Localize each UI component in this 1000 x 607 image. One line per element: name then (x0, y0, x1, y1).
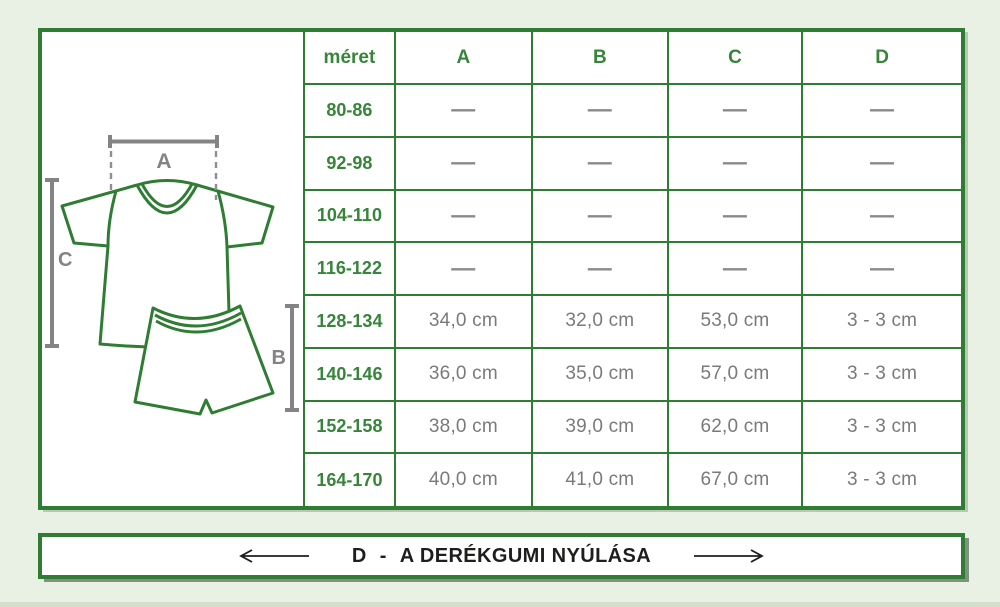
measure-b (285, 304, 299, 412)
size-row: 80-86— — — — (305, 83, 961, 138)
measurement-cell: 39,0 cm (530, 399, 669, 455)
size-row: 92-98— — — — (305, 135, 961, 191)
measurement-cell: 38,0 cm (393, 399, 533, 455)
size-row: 104-110— — — — (305, 188, 961, 244)
shorts-outline (133, 304, 275, 416)
col-header-d: D (801, 32, 961, 85)
empty-value-cell: — (530, 135, 669, 191)
shorts-drawing (133, 304, 275, 416)
empty-value-cell: — (666, 135, 804, 191)
shorts-waistband (154, 311, 242, 334)
empty-value-cell: — (393, 135, 533, 191)
empty-value-cell: — (801, 188, 961, 244)
garment-diagram-svg: A C B (45, 135, 299, 416)
size-label: 128-134 (305, 294, 396, 349)
garment-diagram: A C B (42, 32, 303, 506)
size-label: 152-158 (305, 399, 396, 455)
empty-value-cell: — (530, 241, 669, 296)
tshirt-collar (135, 183, 199, 215)
legend-separator: - (379, 544, 387, 567)
measurement-cell: 35,0 cm (530, 346, 669, 402)
empty-value-cell: — (666, 241, 804, 296)
measurement-cell: 41,0 cm (530, 452, 669, 506)
empty-value-cell: — (801, 83, 961, 138)
size-table-body: 80-86— — — —92-98— — — —104-110— — — —116-122— — — —… (305, 83, 961, 506)
legend-banner: D - A DERÉKGUMI NYÚLÁSA (38, 533, 965, 579)
measure-a-dashed-lines (109, 151, 218, 200)
measurement-cell: 3 - 3 cm (801, 346, 961, 402)
size-row: 164-170 40,0 cm 41,0 cm 67,0 cm 3 - 3 cm (305, 452, 961, 506)
measurement-cell: 3 - 3 cm (801, 452, 961, 506)
measurement-cell: 32,0 cm (530, 294, 669, 349)
tshirt-sleeve-seams (106, 190, 229, 248)
measurement-cell: 40,0 cm (393, 452, 533, 506)
empty-value-cell: — (530, 188, 669, 244)
measure-c-label: C (58, 249, 72, 271)
measure-a (108, 135, 219, 200)
col-header-c: C (666, 32, 804, 85)
empty-value-cell: — (666, 188, 804, 244)
size-chart-panel: A C B méret A B C (38, 28, 965, 510)
size-row: 116-122— — — — (305, 241, 961, 296)
size-label: 104-110 (305, 188, 396, 244)
legend-letter: D (351, 544, 367, 567)
col-header-a: A (393, 32, 533, 85)
measure-c-line (45, 178, 59, 348)
empty-value-cell: — (393, 83, 533, 138)
measurement-cell: 36,0 cm (393, 346, 533, 402)
measure-b-line (285, 304, 299, 412)
measurement-cell: 3 - 3 cm (801, 399, 961, 455)
empty-value-cell: — (666, 83, 804, 138)
image-bottom-edge (0, 602, 1000, 607)
measurement-cell: 34,0 cm (393, 294, 533, 349)
measurement-cell: 3 - 3 cm (801, 294, 961, 349)
empty-value-cell: — (530, 83, 669, 138)
empty-value-cell: — (801, 135, 961, 191)
col-header-b: B (530, 32, 669, 85)
size-label: 80-86 (305, 83, 396, 138)
legend-text: A DERÉKGUMI NYÚLÁSA (399, 544, 652, 567)
size-row: 152-158 38,0 cm 39,0 cm 62,0 cm 3 - 3 cm (305, 399, 961, 455)
empty-value-cell: — (801, 241, 961, 296)
size-label: 116-122 (305, 241, 396, 296)
size-table: méret A B C D 80-86— — — —92-98— — — —104-110—… (305, 32, 961, 506)
size-label: 164-170 (305, 452, 396, 506)
measure-a-label: A (156, 150, 171, 173)
header-row: méret A B C D (305, 32, 961, 85)
size-row: 128-134 34,0 cm 32,0 cm 53,0 cm 3 - 3 cm (305, 294, 961, 349)
size-label: 92-98 (305, 135, 396, 191)
legend-label: D - A DERÉKGUMI NYÚLÁSA (352, 545, 651, 568)
measure-a-line (108, 135, 219, 148)
measurement-cell: 67,0 cm (666, 452, 804, 506)
measurement-cell: 53,0 cm (666, 294, 804, 349)
size-row: 140-146 36,0 cm 35,0 cm 57,0 cm 3 - 3 cm (305, 346, 961, 402)
arrow-right-icon (694, 549, 764, 563)
col-header-meret: méret (305, 32, 396, 85)
size-table-container: méret A B C D 80-86— — — —92-98— — — —104-110—… (303, 32, 961, 506)
measure-b-label: B (272, 347, 286, 369)
measurement-cell: 57,0 cm (666, 346, 804, 402)
empty-value-cell: — (393, 188, 533, 244)
measurement-cell: 62,0 cm (666, 399, 804, 455)
arrow-left-icon (239, 549, 309, 563)
empty-value-cell: — (393, 241, 533, 296)
size-label: 140-146 (305, 346, 396, 402)
measure-c (45, 178, 59, 348)
